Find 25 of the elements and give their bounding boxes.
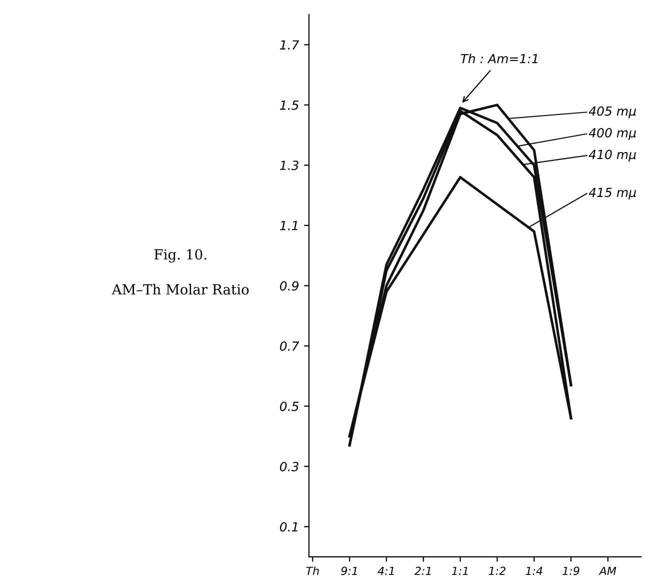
- y-tick-label: 0.7: [280, 341, 300, 351]
- y-tick-label: 1.5: [280, 100, 299, 110]
- text: 415 mμ: [588, 188, 636, 200]
- x-tick-label: AM: [598, 566, 616, 575]
- y-tick-label: 0.3: [280, 462, 298, 472]
- y-tick-label: 0.5: [280, 402, 299, 412]
- x-tick-label: 4:1: [378, 566, 394, 575]
- y-tick-label: 1.1: [280, 221, 298, 230]
- y-tick-label: 1.3: [280, 160, 298, 170]
- y-tick-label: 0.9: [280, 281, 298, 291]
- text: AM–Th Molar Ratio: [112, 284, 249, 295]
- y-tick-label: 0.1: [280, 522, 298, 532]
- x-tick-label: 1:9: [562, 566, 580, 576]
- x-tick-label: 1:1: [452, 566, 468, 575]
- x-tick-label: Th: [306, 566, 319, 575]
- text: Fig. 10.: [154, 249, 206, 263]
- annotation: Th : Am=1:1: [460, 54, 538, 64]
- text: 400 mμ: [588, 128, 636, 140]
- text: 405 mμ: [588, 106, 636, 118]
- text: 410 mμ: [588, 150, 636, 162]
- x-tick-label: 9:1: [341, 566, 357, 576]
- x-tick-label: 2:1: [414, 566, 431, 575]
- x-tick-label: 1:2: [488, 566, 506, 575]
- y-tick-label: 1.7: [280, 40, 300, 50]
- x-tick-label: 1:4: [526, 566, 542, 575]
